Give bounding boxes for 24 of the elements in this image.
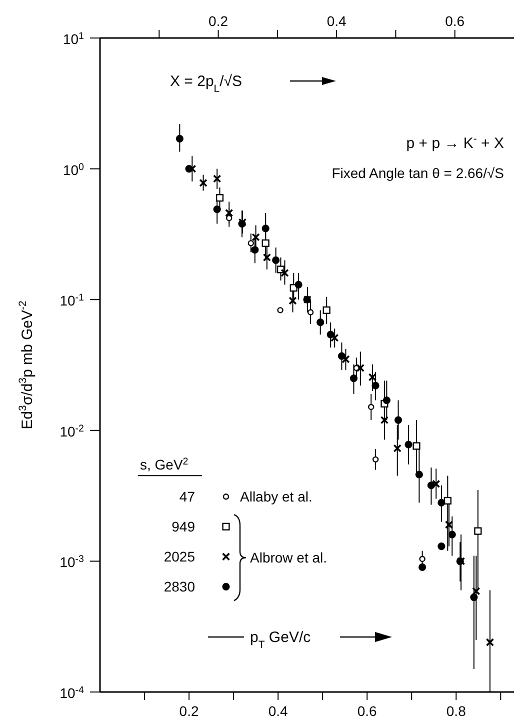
y-tick-label: 10$^{-1}$ <box>60 292 84 309</box>
legend-label: 949 <box>172 518 196 535</box>
legend-title: s, GeV$^{2}$ <box>140 456 188 473</box>
legend-label: 2830 <box>164 578 196 595</box>
y-tick-label: 10$^{-2}$ <box>60 422 84 440</box>
annotation: Allaby et al. <box>240 488 312 505</box>
x2-axis-title: X = 2p$_{L}$/√S <box>170 73 242 95</box>
x2-tick-label: 0.4 <box>326 13 347 29</box>
legend-label: 2025 <box>164 548 196 565</box>
x2-tick-label: 0.2 <box>208 13 228 29</box>
legend-label: 47 <box>179 488 196 505</box>
x-axis-title: p$_{T}$ GeV/c <box>250 629 312 651</box>
annotation: Fixed Angle tan θ = 2.66/√S <box>332 165 504 181</box>
annotation: Albrow et al. <box>250 550 328 566</box>
x-tick-label: 0.2 <box>179 703 199 719</box>
annotation: p + p → K$^{-}$ + X <box>406 133 504 152</box>
y-tick-label: 10$^{-4}$ <box>60 684 85 701</box>
y-tick-label: 10$^{-3}$ <box>60 554 85 570</box>
x2-tick-label: 0.6 <box>445 13 465 29</box>
y-tick-label: 10$^{0}$ <box>62 161 85 178</box>
y-tick-label: 10$^{1}$ <box>62 30 84 47</box>
x-tick-label: 0.8 <box>446 703 466 719</box>
x-tick-label: 0.6 <box>357 703 378 719</box>
x-tick-label: 0.4 <box>268 703 288 719</box>
